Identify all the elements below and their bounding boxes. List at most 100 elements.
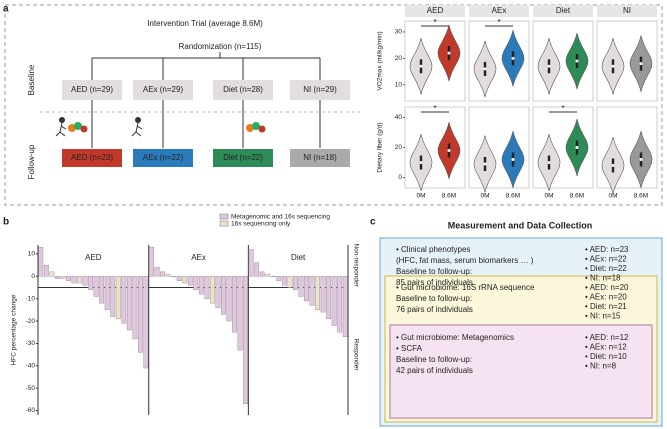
y-tick-label: 10 (28, 251, 36, 258)
group-label: Diet (n=28) (223, 85, 263, 94)
facet-strip (533, 5, 593, 17)
median (511, 158, 515, 161)
bar (315, 276, 320, 311)
stage-label: Follow-up (27, 144, 36, 179)
annotation: * (561, 104, 564, 113)
facet-strip (405, 5, 465, 17)
bar (115, 276, 121, 320)
bar (331, 276, 337, 326)
annotation: * (433, 18, 436, 27)
facet-strip (469, 5, 529, 17)
x-tick-label: 8.6M (506, 193, 520, 200)
section-line: Baseline to follow-up: (396, 355, 472, 364)
section-line: • Clinical phenotypes (396, 245, 470, 254)
median (447, 149, 451, 152)
bar (221, 276, 226, 315)
count-line: • NI: n=15 (585, 312, 621, 321)
panel-label: a (3, 4, 9, 15)
bar (38, 247, 44, 277)
section-line: 76 pairs of individuals (396, 305, 473, 314)
count-line: • AEx: n=12 (585, 343, 627, 352)
legend-label: Metagenomic and 16s sequencing (231, 214, 330, 221)
bar (292, 276, 298, 290)
bar (215, 276, 221, 308)
bar (54, 276, 60, 279)
y-axis-label: Dietary fiber (g/d) (377, 122, 384, 172)
legend-label: 16s sequencing only (231, 221, 291, 228)
annotation: * (433, 104, 436, 113)
group-label: AED (n=29) (71, 85, 113, 94)
bar (270, 276, 276, 278)
median (483, 162, 487, 166)
section-line: • SCFA (396, 344, 423, 353)
median (639, 158, 643, 161)
group-label: Diet (291, 253, 306, 262)
y-tick-label: -60 (26, 407, 36, 414)
bar (149, 247, 154, 277)
y-tick-label: -10 (26, 295, 36, 302)
section-line: Baseline to follow-up: (396, 294, 472, 303)
count-line: • NI: n=18 (585, 274, 621, 283)
facet-title: AED (427, 6, 444, 15)
count-line: • AEx: n=20 (585, 293, 627, 302)
y-axis-label: HFC percentage change (11, 294, 18, 365)
count-line: • AED: n=23 (585, 245, 629, 254)
median (547, 64, 551, 68)
bar (304, 276, 309, 302)
section-line: 42 pairs of individuals (396, 366, 473, 375)
bar (320, 276, 326, 313)
bar (88, 276, 94, 290)
y-tick-label: -20 (26, 318, 36, 325)
facet-title: NI (623, 6, 631, 15)
panel-label: b (3, 217, 9, 228)
bar (77, 276, 82, 284)
count-line: • AEx: n=22 (585, 255, 627, 264)
y-tick-label: 40 (395, 114, 403, 121)
panel-a-frame (4, 4, 663, 206)
bar (99, 276, 105, 304)
bar (93, 276, 99, 297)
bar (160, 271, 165, 277)
count-line: • Diet: n=21 (585, 302, 627, 311)
stage-label: Baseline (27, 64, 36, 95)
facet-frame (404, 20, 466, 102)
median (419, 161, 423, 164)
bar (60, 276, 66, 279)
bar (254, 262, 260, 277)
facet-title: Diet (556, 6, 571, 15)
y-tick-label: 20 (395, 144, 403, 151)
bar (110, 276, 116, 317)
bar (281, 276, 287, 286)
facet-frame (532, 106, 594, 189)
box (389, 324, 653, 419)
section-line: 85 pairs of individuals (396, 278, 473, 287)
legend-swatch (219, 220, 229, 227)
group-box (290, 80, 350, 100)
panel-label: c (370, 217, 376, 228)
bar (248, 249, 254, 277)
x-tick-label: 8.6M (570, 193, 584, 200)
median (575, 146, 579, 149)
x-tick-label: 0M (416, 193, 425, 200)
group-box (213, 80, 273, 100)
x-tick-label: 0M (608, 193, 617, 200)
x-tick-label: 8.6M (634, 193, 648, 200)
median (547, 161, 551, 164)
y-tick-label: -40 (26, 363, 36, 370)
bar (193, 276, 199, 290)
bar (126, 276, 132, 331)
group-label: AED (85, 253, 102, 262)
bar (198, 276, 204, 295)
group-label: Diet (n=22) (223, 153, 263, 162)
y-tick-label: -50 (26, 385, 36, 392)
group-label: AED (n=23) (71, 153, 113, 162)
legend-swatch (219, 213, 229, 220)
median (483, 67, 487, 71)
median (575, 59, 579, 63)
group-box (133, 80, 193, 100)
group-label: NI (n=18) (303, 153, 337, 162)
median (639, 62, 643, 66)
group-box (62, 80, 122, 100)
group-box (213, 149, 273, 167)
y-tick-label: 20 (395, 55, 403, 62)
